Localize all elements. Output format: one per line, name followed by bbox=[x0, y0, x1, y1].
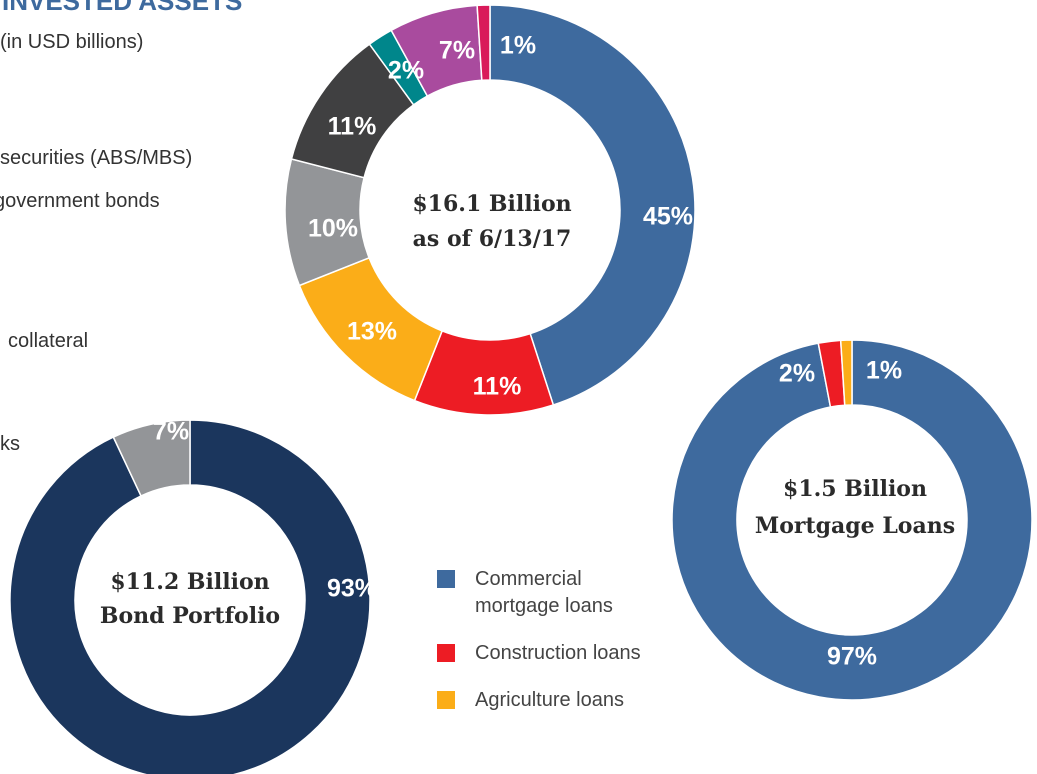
legend-label: Commercial mortgage loans bbox=[475, 568, 613, 617]
legend: Commercial mortgage loans Construction lo… bbox=[437, 566, 641, 734]
legend-item: Construction loans bbox=[437, 640, 641, 667]
value-label: 2% bbox=[779, 360, 815, 388]
subtitle: (in USD billions) bbox=[0, 31, 143, 53]
legend-fragment: government bonds bbox=[0, 190, 160, 212]
donut-segment bbox=[476, 4, 491, 82]
legend-fragment: ks bbox=[0, 433, 20, 455]
center-label: $11.2 Billion bbox=[110, 569, 269, 595]
donut-segment bbox=[9, 419, 371, 774]
value-label: 93% bbox=[327, 575, 377, 603]
legend-label: Agriculture loans bbox=[475, 689, 624, 711]
legend-swatch bbox=[437, 644, 455, 662]
legend-swatch bbox=[437, 691, 455, 709]
value-label: 11% bbox=[473, 373, 522, 401]
value-label: 7% bbox=[439, 37, 475, 65]
center-label: Mortgage Loans bbox=[755, 513, 955, 539]
donut-segment bbox=[112, 419, 191, 497]
donut-segment bbox=[489, 4, 696, 406]
value-label: 2% bbox=[388, 57, 424, 85]
value-label: 7% bbox=[153, 418, 189, 446]
value-label: 13% bbox=[347, 318, 397, 346]
donut-segment bbox=[671, 339, 1033, 701]
center-label: $16.1 Billion bbox=[412, 191, 571, 217]
legend-swatch bbox=[437, 570, 455, 588]
center-label: as of 6/13/17 bbox=[413, 226, 572, 252]
value-label: 1% bbox=[500, 32, 536, 60]
title: INVESTED ASSETS bbox=[2, 0, 242, 16]
legend-fragment: collateral bbox=[8, 330, 88, 352]
legend-fragment: securities (ABS/MBS) bbox=[0, 147, 192, 169]
value-label: 10% bbox=[308, 215, 358, 243]
center-label: Bond Portfolio bbox=[100, 603, 280, 629]
value-label: 1% bbox=[866, 357, 902, 385]
legend-label: Construction loans bbox=[475, 642, 641, 664]
value-label: 11% bbox=[328, 113, 377, 141]
value-label: 45% bbox=[643, 203, 693, 231]
center-label: $1.5 Billion bbox=[783, 476, 927, 502]
legend-item: Commercial mortgage loans bbox=[437, 566, 641, 620]
legend-item: Agriculture loans bbox=[437, 687, 641, 714]
value-label: 97% bbox=[827, 643, 877, 671]
donut-segment bbox=[839, 339, 853, 407]
